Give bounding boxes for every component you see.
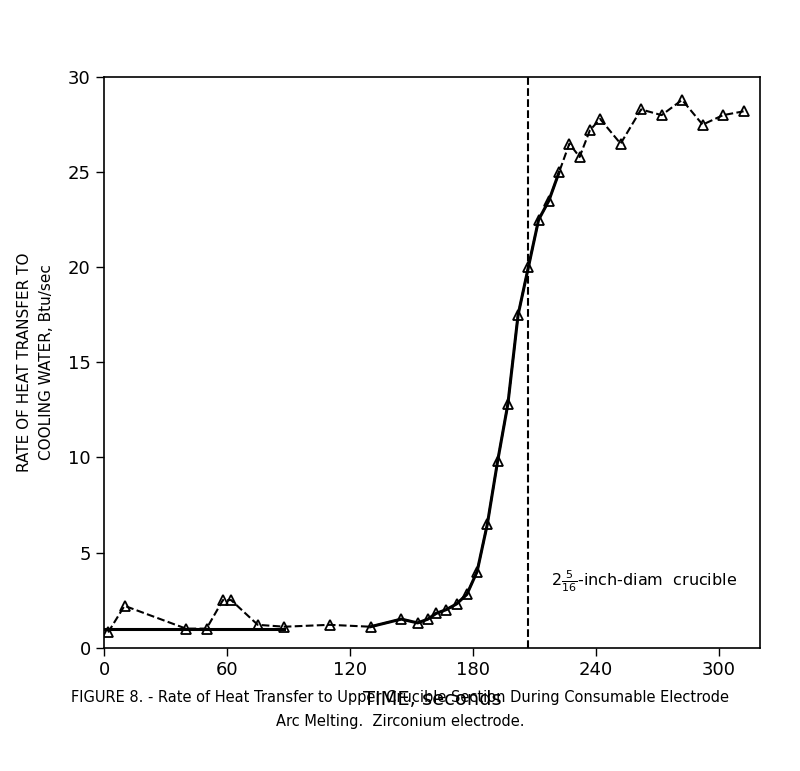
Text: Arc Melting.  Zirconium electrode.: Arc Melting. Zirconium electrode. <box>276 714 524 729</box>
Text: $2\mathregular{\frac{5}{16}}$-inch-diam  crucible: $2\mathregular{\frac{5}{16}}$-inch-diam … <box>551 568 737 594</box>
Y-axis label: RATE OF HEAT TRANSFER TO
COOLING WATER, Btu/sec: RATE OF HEAT TRANSFER TO COOLING WATER, … <box>17 253 54 472</box>
X-axis label: TIME, seconds: TIME, seconds <box>362 690 502 709</box>
Text: FIGURE 8. - Rate of Heat Transfer to Upper Crucible Section During Consumable El: FIGURE 8. - Rate of Heat Transfer to Upp… <box>71 691 729 705</box>
